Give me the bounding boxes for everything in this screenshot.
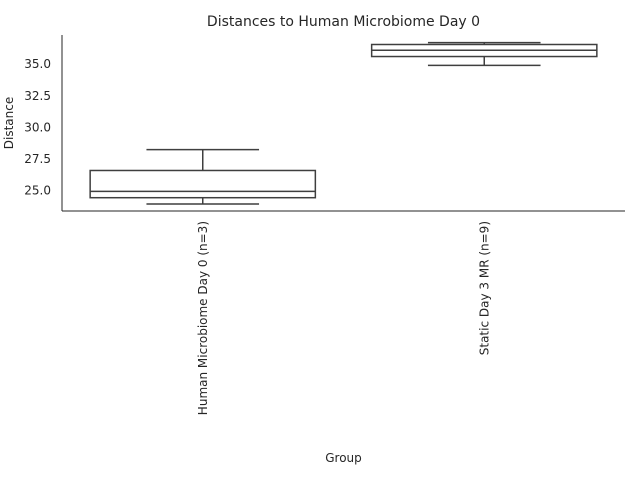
x-axis-label: Group (325, 451, 362, 465)
box-group (89, 41, 598, 205)
chart-title: Distances to Human Microbiome Day 0 (207, 14, 480, 30)
y-tick-label: 32.5 (24, 89, 51, 103)
y-tick-label: 27.5 (24, 152, 51, 166)
x-tick-group: Human Microbiome Day 0 (n=3) Static Day 3… (196, 221, 492, 415)
y-tick-label: 30.0 (24, 120, 51, 134)
y-tick-group: 25.0 27.5 30.0 32.5 35.0 (24, 57, 51, 198)
box-2 (370, 41, 598, 67)
iqr-box (89, 169, 317, 199)
x-tick-label: Static Day 3 MR (n=9) (477, 221, 491, 355)
y-tick-label: 35.0 (24, 57, 51, 71)
x-tick-label: Human Microbiome Day 0 (n=3) (196, 221, 210, 415)
y-tick-label: 25.0 (24, 184, 51, 198)
y-axis-label: Distance (2, 97, 16, 149)
box-1 (89, 148, 317, 205)
